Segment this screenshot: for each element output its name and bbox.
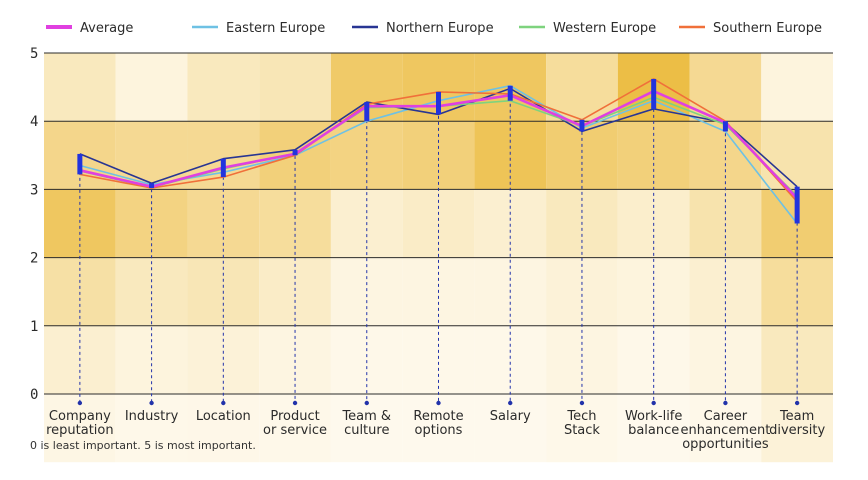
series-line — [79, 87, 798, 188]
dropline-dot — [221, 400, 226, 406]
heatmap-cell — [44, 189, 116, 258]
dropline-dot — [508, 400, 513, 406]
dropline-dot — [436, 400, 441, 406]
heatmap-cell — [330, 121, 403, 190]
heatmap-cell — [44, 394, 116, 463]
y-tick-label: 2 — [30, 251, 38, 267]
heatmap-cell — [44, 257, 116, 326]
category-label: Remote options — [413, 409, 463, 438]
footnote: 0 is least important. 5 is most importan… — [30, 439, 256, 452]
category-droplines — [77, 78, 800, 406]
heatmap-cell — [474, 189, 547, 258]
heatmap-cell — [689, 53, 762, 122]
heatmap-cell — [115, 53, 188, 122]
y-axis: 0 1 2 3 4 5 — [30, 46, 38, 403]
category-label: Team & culture — [341, 409, 391, 438]
heatmap-cell — [761, 53, 833, 122]
y-tick-label: 1 — [30, 319, 38, 335]
y-tick-label: 4 — [30, 114, 38, 130]
heatmap-cell — [546, 394, 618, 463]
heatmap-cell — [402, 189, 475, 258]
heatmap-cell — [617, 121, 690, 190]
heatmap-cell — [187, 394, 260, 463]
category-label: Industry — [125, 409, 179, 424]
heatmap-cell — [689, 394, 762, 463]
dropline-dot — [364, 400, 369, 406]
range-bars — [77, 78, 800, 224]
heatmap-cell — [187, 325, 260, 394]
legend: Average Eastern Europe Northern Europe West… — [46, 21, 822, 36]
heatmap-cell — [402, 121, 475, 190]
heatmap-cell — [115, 394, 188, 463]
category-label: Career enhancement opportunities — [680, 409, 770, 452]
y-tick-label: 5 — [30, 46, 38, 62]
dropline-dot — [77, 400, 83, 406]
dropline-dot — [723, 400, 728, 406]
heatmap-cell — [617, 394, 690, 463]
heatmap-cell — [187, 53, 260, 122]
heatmap-cell — [259, 394, 331, 463]
heatmap-cell — [761, 121, 833, 190]
y-tick-label: 0 — [30, 387, 38, 403]
heatmap-cell — [617, 325, 690, 394]
heatmap-cell — [44, 53, 116, 122]
heatmap-cell — [546, 257, 618, 326]
heatmap-cell — [689, 325, 762, 394]
legend-label: Northern Europe — [386, 21, 494, 36]
legend-label: Eastern Europe — [226, 21, 325, 36]
y-tick-label: 3 — [30, 182, 38, 198]
category-label: Salary — [490, 409, 531, 424]
heatmap-cell — [474, 325, 547, 394]
category-label: Product or service — [263, 409, 327, 438]
heatmap-cell — [330, 394, 403, 463]
heatmap-cell — [330, 257, 403, 326]
heatmap-cell — [259, 53, 331, 122]
category-label: Location — [196, 409, 251, 424]
dropline-dot — [651, 400, 656, 406]
heatmap-cell — [761, 394, 833, 463]
legend-label: Western Europe — [553, 21, 656, 36]
heatmap-cell — [402, 394, 475, 463]
legend-label: Average — [80, 21, 133, 36]
dropline-dot — [292, 400, 298, 406]
heatmap-cell — [402, 325, 475, 394]
dropline-dot — [579, 400, 585, 406]
category-label: Team diversity — [769, 409, 825, 438]
heatmap-cell — [474, 121, 547, 190]
heatmap-cell — [115, 189, 188, 258]
category-label: Work-life balance — [625, 409, 682, 438]
dropline-dot — [149, 400, 154, 406]
dropline-dot — [794, 400, 800, 406]
x-axis: Company reputation Industry Location Product… — [46, 409, 825, 452]
heatmap-cell — [187, 189, 260, 258]
heatmap-cell — [546, 53, 618, 122]
heatmap-cell — [474, 394, 547, 463]
heatmap-background — [44, 53, 833, 463]
heatmap-cell — [761, 325, 833, 394]
heatmap-cell — [330, 325, 403, 394]
category-label: Tech Stack — [564, 409, 600, 438]
legend-label: Southern Europe — [713, 21, 822, 36]
heatmap-cell — [259, 257, 331, 326]
category-label: Company reputation — [46, 409, 114, 438]
